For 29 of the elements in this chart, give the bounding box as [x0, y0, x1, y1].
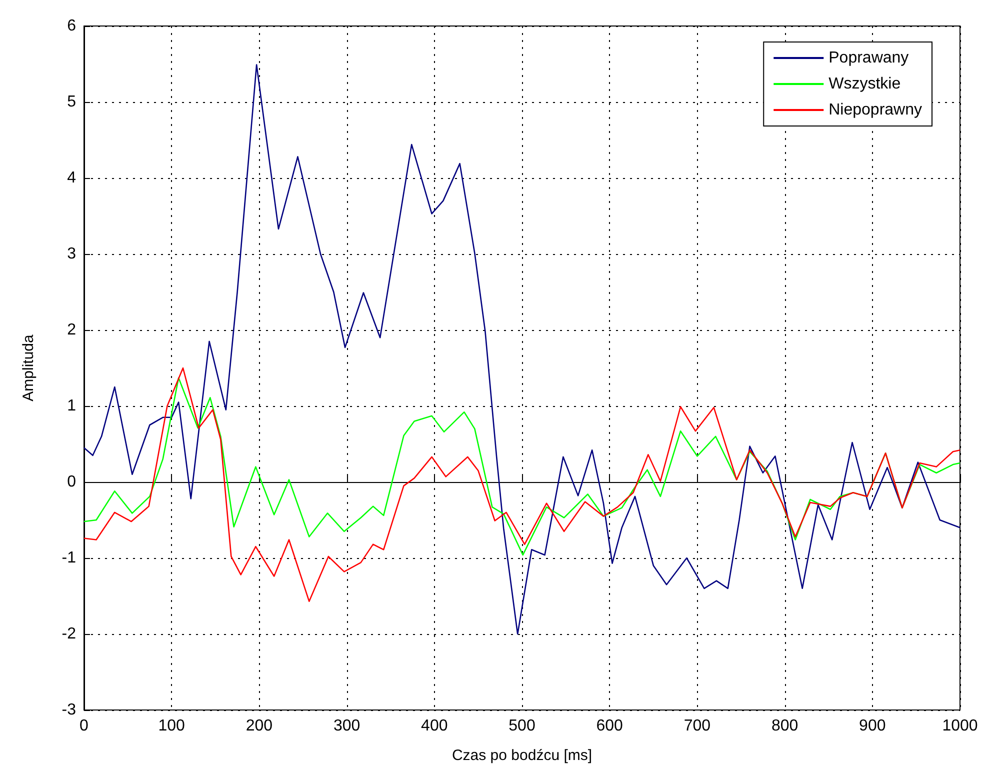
x-tick-label: 800 — [771, 718, 798, 734]
y-tick-label: 0 — [67, 474, 76, 490]
line-series — [83, 377, 961, 556]
y-tick-label: 5 — [67, 94, 76, 110]
x-axis-title: Czas po bodźcu [ms] — [452, 747, 592, 764]
x-tick-label: 100 — [158, 718, 186, 734]
x-tick-label: 0 — [80, 718, 89, 734]
y-tick-label: 3 — [67, 246, 76, 262]
x-tick-label: 200 — [246, 718, 273, 734]
y-tick-label: 6 — [67, 18, 76, 34]
x-tick-label: 500 — [508, 718, 536, 734]
x-tick-label: 300 — [333, 718, 360, 734]
legend-label: Wszystkie — [828, 76, 901, 92]
line-series — [83, 64, 961, 635]
line-series — [83, 367, 961, 602]
y-axis-title: Amplituda — [20, 334, 37, 402]
y-tick-label: 1 — [67, 398, 76, 414]
y-tick-label: -2 — [62, 626, 76, 642]
y-tick-label: -1 — [62, 550, 76, 566]
y-tick-label: 2 — [67, 322, 76, 338]
x-tick-label: 400 — [421, 718, 448, 734]
x-tick-label: 600 — [596, 718, 624, 734]
legend-label: Poprawany — [828, 50, 909, 66]
y-tick-label: -3 — [62, 702, 76, 718]
x-tick-label: 1000 — [942, 718, 978, 734]
x-tick-label: 700 — [684, 718, 711, 734]
legend-label: Niepoprawny — [828, 102, 922, 118]
y-tick-label: 4 — [67, 170, 76, 186]
x-tick-label: 900 — [859, 718, 886, 734]
